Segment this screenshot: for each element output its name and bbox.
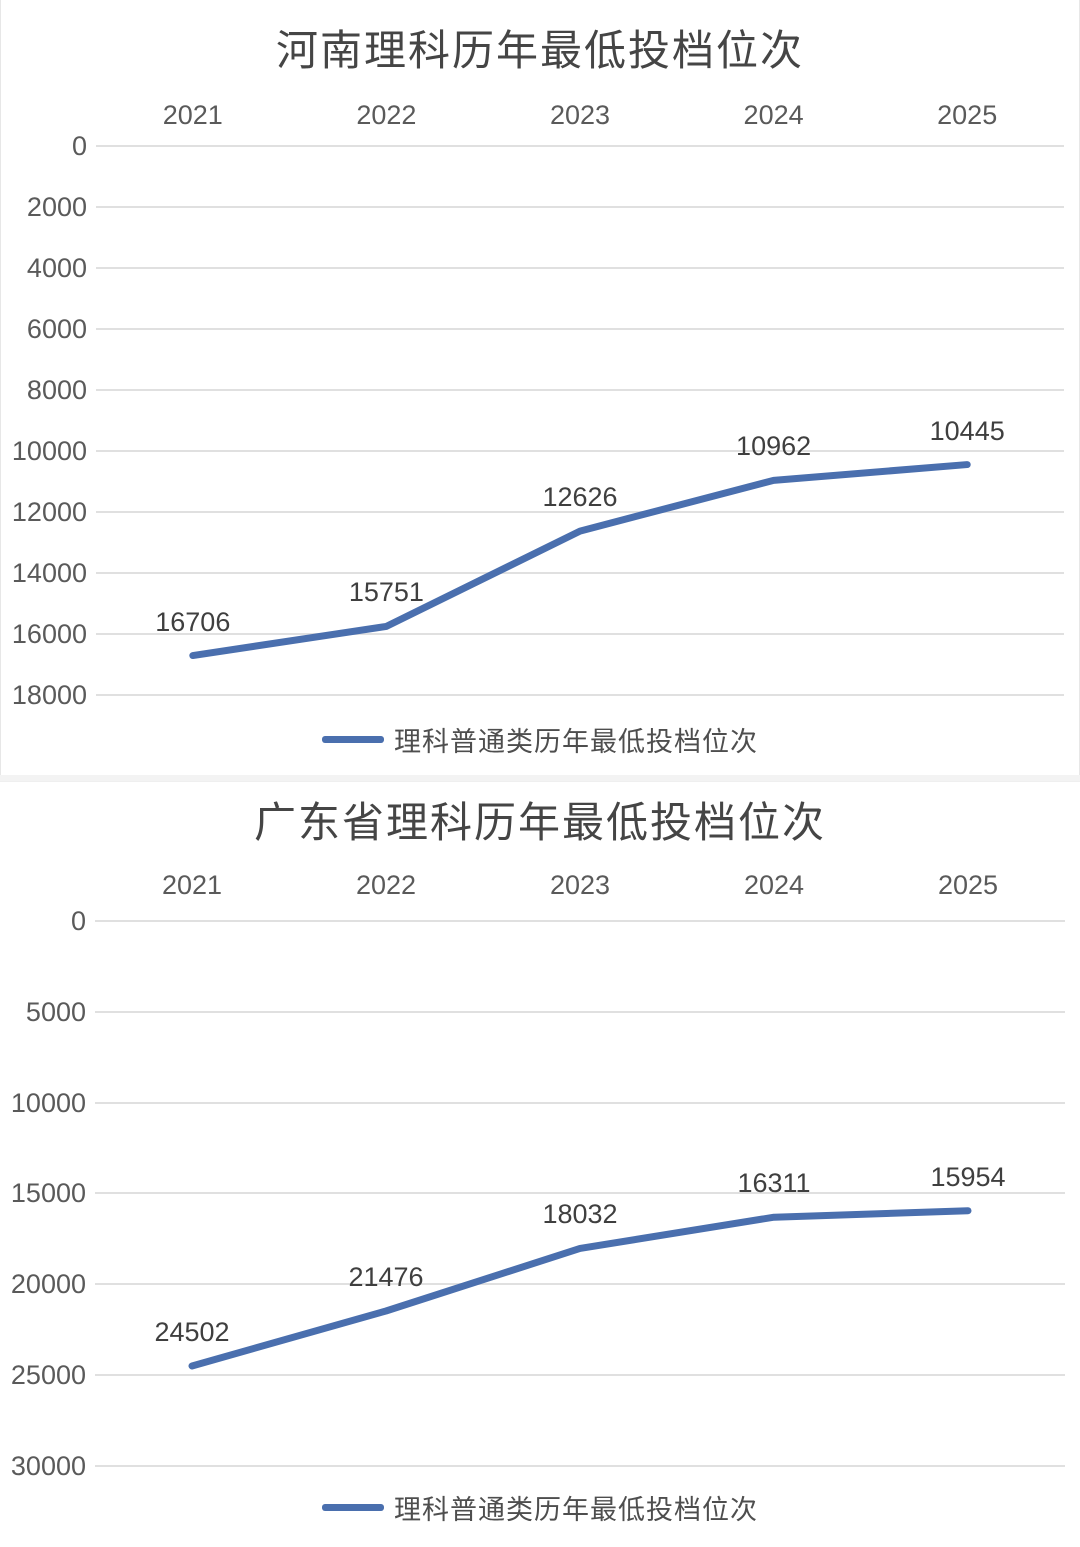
line-chart-henan: 0 2000 4000 6000 8000 10000 12000 14000 16000 180… — [1, 98, 1079, 716]
x-axis-tick-label: 2023 — [549, 100, 611, 130]
data-point-label: 10445 — [929, 415, 1005, 446]
x-axis-tick-label: 2025 — [937, 870, 999, 900]
y-axis-tick-label: 0 — [70, 906, 86, 936]
chart-legend-henan: 理科普通类历年最低投档位次 — [1, 722, 1079, 757]
y-gridline — [96, 633, 1064, 635]
chart-title-henan: 河南理科历年最低投档位次 — [275, 29, 804, 75]
y-gridline — [96, 267, 1064, 269]
chart-legend-guangdong: 理科普通类历年最低投档位次 — [0, 1490, 1080, 1525]
data-point-label: 16706 — [155, 606, 231, 637]
x-axis-tick-label: 2021 — [161, 870, 223, 900]
data-point-label: 10962 — [736, 431, 812, 462]
y-axis-tick-label: 20000 — [10, 1269, 86, 1300]
data-point-label: 12626 — [542, 482, 618, 513]
data-point-label: 21476 — [348, 1262, 424, 1292]
y-gridline — [96, 206, 1064, 208]
series-line — [188, 1207, 972, 1370]
y-gridline — [95, 1010, 1065, 1013]
y-axis-tick-label: 14000 — [11, 558, 87, 588]
x-axis-tick-label: 2022 — [355, 870, 417, 900]
data-point-label: 16311 — [737, 1168, 811, 1199]
y-gridline — [95, 1192, 1065, 1195]
y-gridline — [96, 572, 1064, 574]
y-axis-tick-label: 18000 — [11, 680, 87, 710]
legend-line-marker — [322, 1503, 384, 1511]
y-axis-tick-label: 10000 — [10, 1087, 86, 1118]
y-gridline — [96, 389, 1064, 391]
y-axis-tick-label: 16000 — [11, 619, 87, 649]
line-chart-guangdong: 0 5000 10000 15000 20000 25000 30000 2021 2022 20… — [0, 868, 1080, 1486]
y-axis-tick-label: 5000 — [25, 996, 86, 1027]
y-gridline — [96, 694, 1064, 696]
y-axis-tick-label: 25000 — [10, 1360, 86, 1390]
data-point-label: 15954 — [930, 1161, 1006, 1192]
y-gridline — [95, 1464, 1065, 1467]
x-axis-tick-label: 2021 — [162, 100, 223, 130]
x-axis-tick-label: 2022 — [356, 100, 417, 130]
y-axis-tick-label: 10000 — [11, 436, 87, 466]
legend-label: 理科普通类历年最低投档位次 — [394, 726, 758, 757]
y-axis-tick-label: 0 — [71, 131, 87, 161]
data-point-label: 15751 — [348, 577, 424, 608]
y-gridline — [95, 1374, 1065, 1376]
y-gridline — [96, 145, 1064, 147]
data-point-label: 18032 — [542, 1199, 618, 1230]
legend-line-marker — [322, 735, 384, 743]
y-gridline — [95, 920, 1065, 922]
x-axis-tick-label: 2023 — [549, 870, 611, 900]
y-gridline — [96, 450, 1064, 452]
y-axis-tick-label: 15000 — [10, 1178, 86, 1209]
y-gridline — [95, 1283, 1065, 1286]
y-gridline — [96, 328, 1064, 330]
y-axis-tick-label: 30000 — [10, 1450, 86, 1481]
chart-title-guangdong: 广东省理科历年最低投档位次 — [253, 801, 826, 847]
y-axis-tick-label: 2000 — [26, 192, 87, 222]
x-axis-tick-label: 2024 — [743, 100, 804, 130]
y-axis-tick-label: 6000 — [26, 314, 87, 344]
y-axis-tick-label: 8000 — [26, 375, 87, 405]
chart-panel-guangdong: 广东省理科历年最低投档位次 0 5000 10000 15000 20000 25000 3… — [0, 781, 1080, 1547]
legend-label: 理科普通类历年最低投档位次 — [394, 1494, 758, 1525]
y-axis-tick-label: 12000 — [11, 497, 87, 527]
chart-panel-henan: 河南理科历年最低投档位次 0 2000 4000 6000 8000 10000 12000… — [0, 0, 1080, 775]
x-axis-tick-label: 2025 — [937, 100, 998, 130]
x-axis-tick-label: 2024 — [743, 870, 805, 900]
y-gridline — [95, 1101, 1065, 1104]
series-line — [189, 461, 971, 660]
y-axis-tick-label: 4000 — [26, 253, 87, 283]
y-gridline — [96, 511, 1064, 513]
data-point-label: 24502 — [154, 1316, 230, 1347]
